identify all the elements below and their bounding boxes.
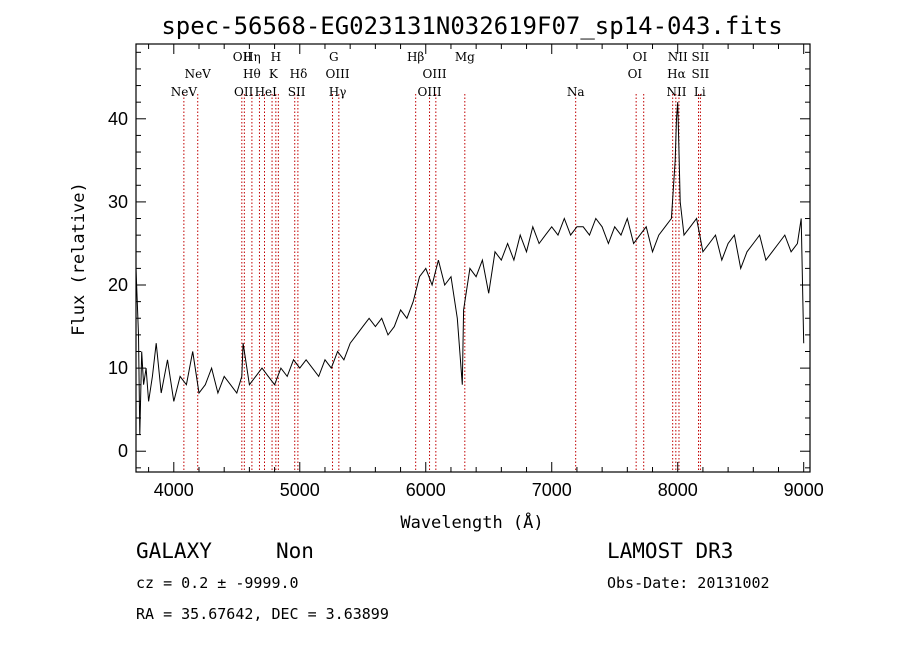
y-tick-label-0: 0 [118, 441, 128, 461]
line-label-8: K [269, 67, 279, 81]
y-tick-label-4: 40 [108, 109, 128, 129]
obs-date: Obs-Date: 20131002 [607, 574, 770, 592]
line-label-7: H [271, 50, 281, 64]
line-label-25: SII [692, 67, 710, 81]
x-axis-label: Wavelength (Å) [400, 511, 543, 533]
line-label-2: OII [233, 50, 253, 64]
object-type: GALAXY [136, 539, 212, 563]
line-label-15: OIII [423, 67, 447, 81]
y-tick-label-1: 10 [108, 358, 128, 378]
y-tick-label-3: 30 [108, 192, 128, 212]
line-label-26: Li [694, 85, 706, 99]
plot-frame [135, 43, 811, 473]
line-label-6: HeI [255, 85, 278, 99]
line-label-19: OI [633, 50, 648, 64]
line-label-14: Hβ [407, 50, 424, 64]
y-axis-ticks: 0 10 20 30 40 [108, 51, 810, 469]
line-label-16: OIII [418, 85, 442, 99]
line-label-18: Na [567, 85, 585, 99]
x-tick-label-5: 9000 [784, 480, 824, 500]
line-label-24: SII [692, 50, 710, 64]
y-axis-label: Flux (relative) [69, 182, 89, 336]
line-label-17: Mg [455, 50, 475, 64]
line-label-20: OI [628, 67, 643, 81]
line-label-22: Hα [667, 67, 686, 81]
spectrum-line [135, 102, 805, 435]
x-tick-label-2: 6000 [406, 480, 446, 500]
x-axis-ticks: 4000 5000 6000 7000 8000 9000 [148, 44, 824, 500]
line-label-9: Hδ [290, 67, 308, 81]
line-label-3: OII [234, 85, 254, 99]
ra-dec: RA = 35.67642, DEC = 3.63899 [136, 605, 389, 623]
y-tick-label-2: 20 [108, 275, 128, 295]
survey-name: LAMOST DR3 [607, 539, 733, 563]
line-label-12: OIII [326, 67, 350, 81]
line-markers [183, 94, 701, 472]
line-label-10: SII [288, 85, 306, 99]
line-label-0: NeV [171, 85, 198, 99]
x-tick-label-4: 8000 [658, 480, 698, 500]
chart-title: spec-56568-EG023131N032619F07_sp14-043.f… [161, 12, 782, 40]
line-label-1: NeV [185, 67, 212, 81]
line-label-21: NII [668, 50, 688, 64]
line-label-13: Hγ [329, 85, 347, 99]
line-label-11: G [329, 50, 339, 64]
object-subclass: Non [276, 539, 314, 563]
line-label-23: NII [666, 85, 686, 99]
x-tick-label-3: 7000 [532, 480, 572, 500]
x-tick-label-0: 4000 [154, 480, 194, 500]
line-label-4: Hη [243, 50, 261, 64]
x-tick-label-1: 5000 [280, 480, 320, 500]
redshift-cz: cz = 0.2 ± -9999.0 [136, 574, 299, 592]
line-label-5: Hθ [243, 67, 261, 81]
